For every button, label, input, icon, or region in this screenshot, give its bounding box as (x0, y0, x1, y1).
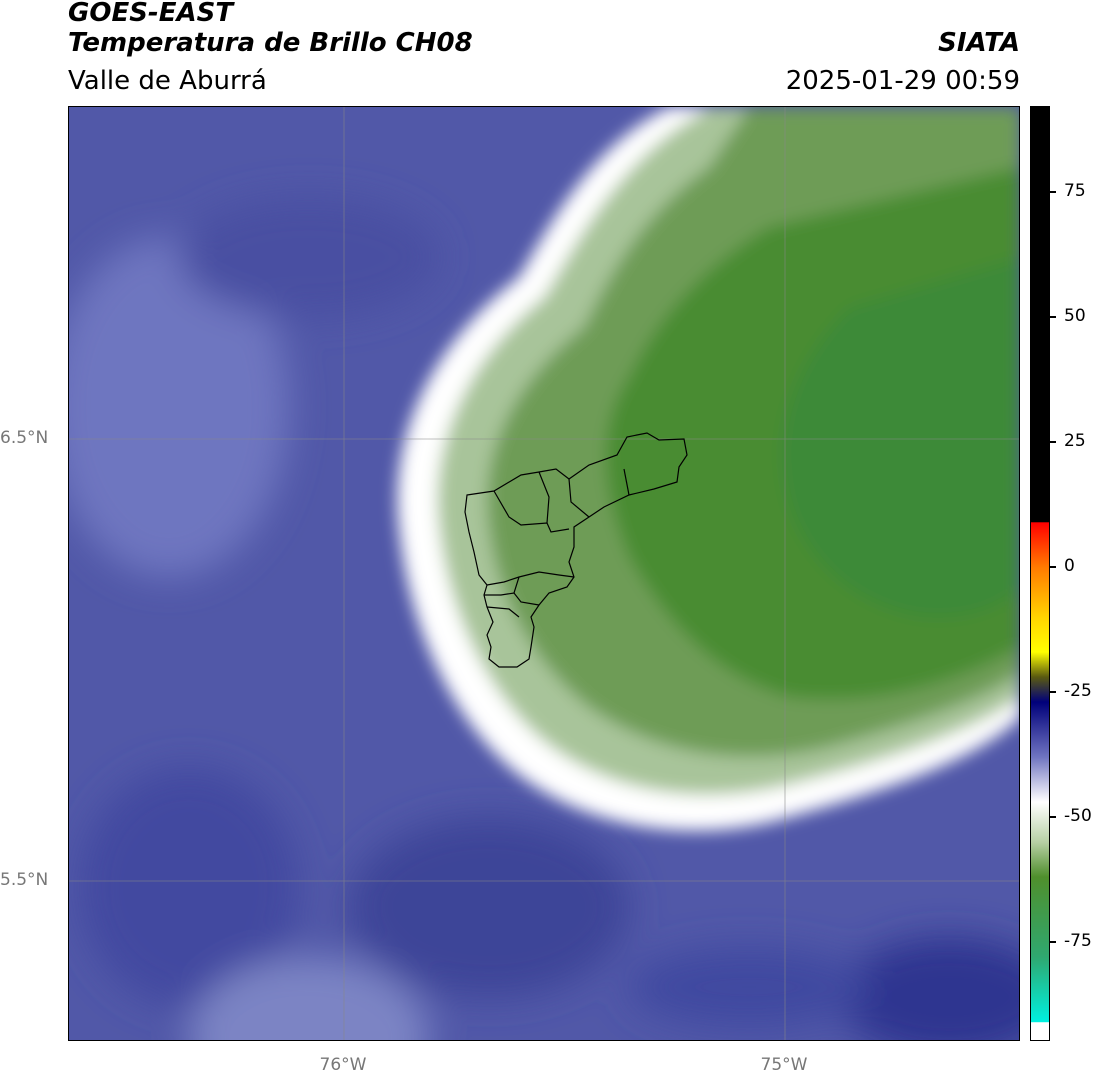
colorbar-tick-mark (1050, 566, 1056, 568)
region-label: Valle de Aburrá (68, 66, 267, 96)
lon-label-76w: 76°W (319, 1055, 367, 1075)
colorbar-tick-mark (1050, 816, 1056, 818)
graticule (69, 107, 1019, 1040)
colorbar-tick-label: -25 (1064, 681, 1092, 701)
brightness-temperature-map[interactable] (68, 106, 1020, 1041)
map-canvas (69, 107, 1019, 1040)
colorbar-tick-mark (1050, 441, 1056, 443)
aburra-valley-boundaries (464, 432, 688, 668)
cloud-shield (397, 107, 1019, 831)
lon-label-75w: 75°W (760, 1055, 808, 1075)
colorbar-tick-mark (1050, 191, 1056, 193)
colorbar-tick-mark (1050, 691, 1056, 693)
lat-label-5-5n: 5.5°N (0, 870, 49, 890)
colorbar-tick-label: 0 (1064, 556, 1075, 576)
clear-sky-texture (69, 197, 1019, 1040)
satellite-title: GOES-EAST (68, 0, 234, 28)
colorbar-tick-label: -50 (1064, 806, 1092, 826)
colorbar-tick-label: 25 (1064, 431, 1086, 451)
datetime-label: 2025-01-29 00:59 (785, 66, 1020, 96)
organization-label: SIATA (938, 28, 1020, 58)
colorbar (1030, 106, 1050, 1041)
colorbar-tick-mark (1050, 316, 1056, 318)
lat-label-6-5n: 6.5°N (0, 428, 49, 448)
colorbar-tick-label: -75 (1064, 931, 1092, 951)
product-title: Temperatura de Brillo CH08 (68, 28, 473, 58)
colorbar-tick-label: 75 (1064, 181, 1086, 201)
colorbar-gradient (1031, 107, 1049, 1040)
colorbar-tick-label: 50 (1064, 306, 1086, 326)
colorbar-tick-mark (1050, 941, 1056, 943)
